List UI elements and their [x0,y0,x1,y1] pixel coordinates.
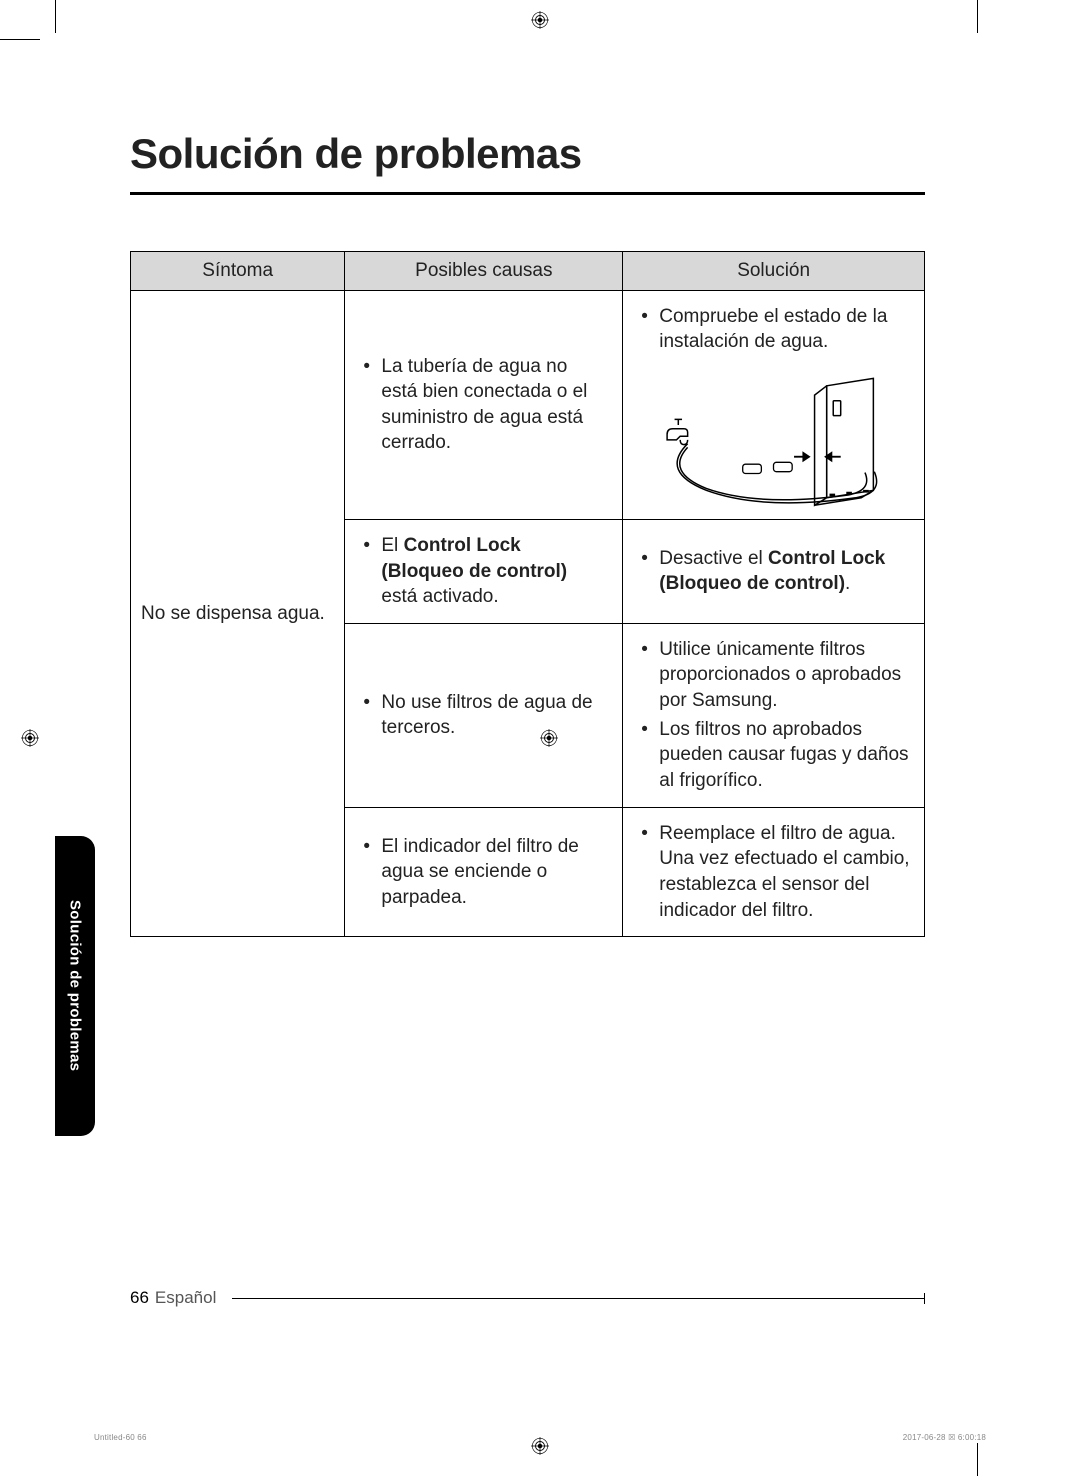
cause-text: No use filtros de agua de terceros. [363,690,608,741]
crop-mark [977,1443,978,1476]
crop-mark [55,0,56,33]
solution-text: Reemplace el filtro de agua. Una vez efe… [641,821,910,924]
water-installation-icon [641,369,910,509]
crop-mark [977,0,978,33]
col-header-solution: Solución [623,252,925,291]
print-meta-left: Untitled-60 66 [94,1433,147,1442]
solution-cell: Desactive el Control Lock (Bloqueo de co… [623,519,925,623]
crop-mark [0,39,40,40]
solution-text: Los filtros no aprobados pueden causar f… [641,717,910,794]
cause-text: El Control Lock (Bloqueo de control) est… [363,533,608,610]
cause-cell: La tubería de agua no está bien conectad… [345,290,623,519]
troubleshooting-table: Síntoma Posibles causas Solución No se d… [130,251,925,937]
footer-rule [232,1298,924,1299]
solution-cell: Utilice únicamente filtros proporcionado… [623,623,925,807]
cause-cell: El Control Lock (Bloqueo de control) est… [345,519,623,623]
page-content: Solución de problemas Síntoma Posibles c… [130,130,925,1346]
solution-text: Compruebe el estado de la instalación de… [641,304,910,355]
section-tab-label: Solución de problemas [67,900,84,1071]
print-meta-right: 2017-06-28 ☒ 6:00:18 [903,1433,986,1442]
page-footer: 66 Español [130,1288,925,1308]
cause-cell: No use filtros de agua de terceros. [345,623,623,807]
page-title: Solución de problemas [130,130,925,195]
cause-cell: El indicador del filtro de agua se encie… [345,807,623,937]
solution-cell: Compruebe el estado de la instalación de… [623,290,925,519]
col-header-symptom: Síntoma [131,252,345,291]
col-header-causes: Posibles causas [345,252,623,291]
registration-mark-icon [531,11,549,29]
solution-text: Desactive el Control Lock (Bloqueo de co… [641,546,910,597]
registration-mark-icon [21,729,39,747]
cause-text: El indicador del filtro de agua se encie… [363,834,608,911]
solution-text: Utilice únicamente filtros proporcionado… [641,637,910,714]
solution-cell: Reemplace el filtro de agua. Una vez efe… [623,807,925,937]
symptom-cell: No se dispensa agua. [131,290,345,937]
cause-text: La tubería de agua no está bien conectad… [363,354,608,457]
page-number: 66 [130,1288,149,1308]
section-tab: Solución de problemas [55,836,95,1136]
registration-mark-icon [531,1437,549,1455]
table-row: No se dispensa agua. La tubería de agua … [131,290,925,519]
footer-rule-cap [924,1293,925,1304]
footer-language: Español [155,1288,216,1308]
